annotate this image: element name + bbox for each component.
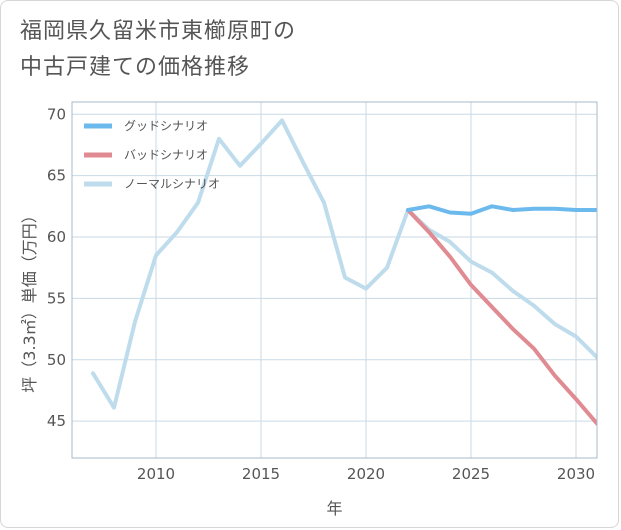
grid (72, 102, 597, 458)
legend-label-0: グッドシナリオ (124, 119, 208, 133)
x-tick-label: 2020 (347, 465, 385, 483)
chart-title-line2: 中古戸建ての価格推移 (20, 55, 251, 80)
series-lines (91, 118, 597, 426)
series-line-2 (91, 118, 597, 410)
series-line-0 (406, 204, 597, 216)
x-tick-label: 2010 (137, 465, 175, 483)
x-tick-label: 2030 (557, 465, 595, 483)
legend-label-2: ノーマルシナリオ (124, 177, 220, 191)
y-tick-label: 50 (47, 351, 66, 369)
series-line-1 (406, 208, 597, 426)
y-axis-label: 坪（3.3㎡）単価（万円） (20, 207, 39, 392)
y-tick-label: 65 (47, 167, 66, 185)
x-tick-label: 2015 (242, 465, 280, 483)
y-tick-label: 60 (47, 228, 66, 246)
tick-labels: 2010 2015 2020 2025 2030 45 50 55 60 65 70 (47, 105, 595, 483)
x-axis-label: 年 (326, 499, 342, 518)
chart-title: 福岡県久留米市東櫛原町の 中古戸建ての価格推移 (20, 14, 296, 86)
chart-title-line1: 福岡県久留米市東櫛原町の (20, 19, 297, 44)
y-tick-label: 45 (47, 412, 66, 430)
plot-frame (71, 101, 598, 459)
y-tick-label: 55 (47, 289, 66, 307)
x-tick-label: 2025 (452, 465, 490, 483)
legend-label-1: バッドシナリオ (124, 148, 208, 162)
y-tick-label: 70 (47, 105, 66, 123)
